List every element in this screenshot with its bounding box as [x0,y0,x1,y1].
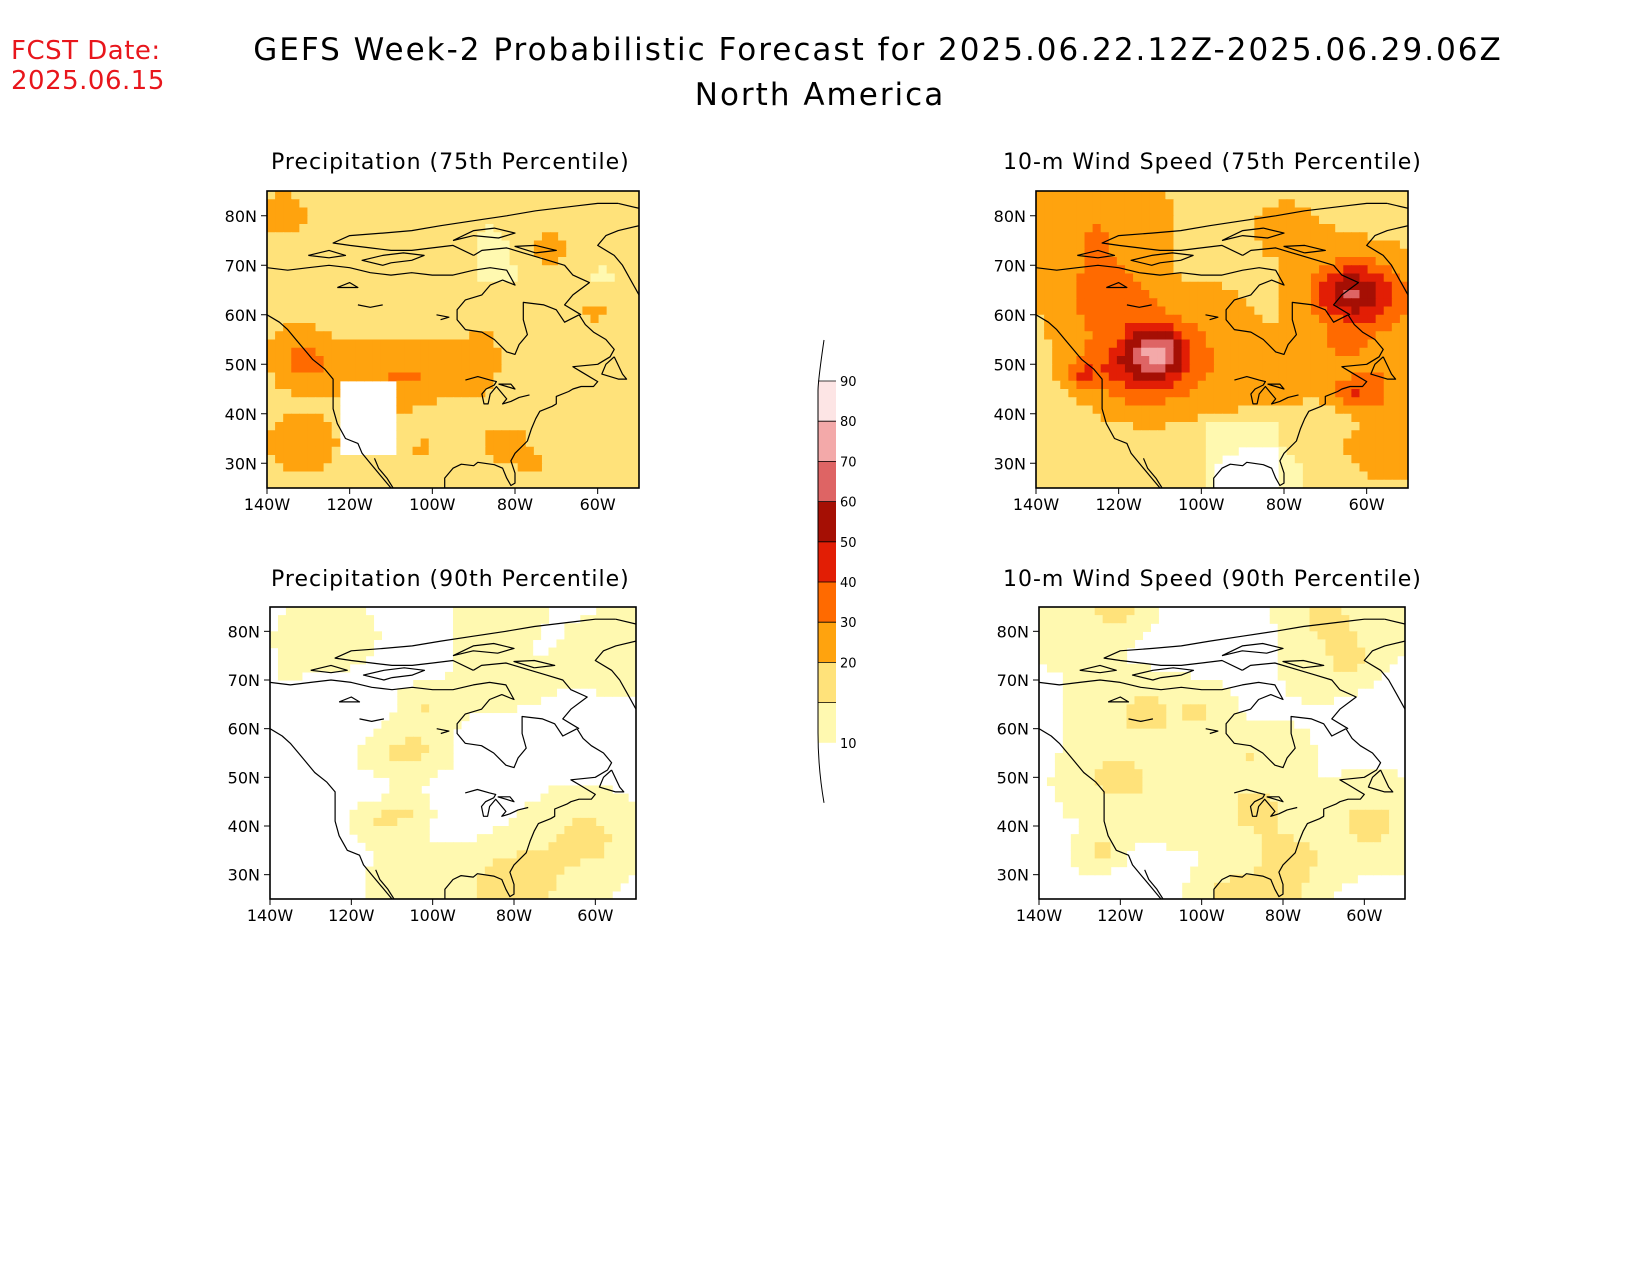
lat-label: 70N [225,256,257,275]
lat-label: 50N [994,355,1026,374]
coastlines [1036,202,1408,488]
lon-label: 140W [247,906,294,925]
coastlines [1039,618,1405,899]
lat-label: 30N [994,454,1026,473]
lon-label: 80W [1266,495,1302,514]
panel-title-precip-90: Precipitation (90th Percentile) [271,567,630,592]
colorbar-label: 60 [840,496,857,511]
lat-label: 40N [997,817,1029,836]
lat-label: 30N [228,866,260,885]
colorbar-label: 50 [840,536,857,551]
colorbar-label: 20 [840,656,857,671]
colorbar-label: 90 [840,375,857,390]
colorbar-segment-90 [818,381,836,422]
lon-label: 120W [328,906,375,925]
lon-label: 120W [1097,906,1144,925]
lon-label: 80W [1265,906,1301,925]
lat-label: 50N [225,355,257,374]
panel-title-wind-75: 10-m Wind Speed (75th Percentile) [1003,150,1422,175]
colorbar-segment-10 [818,702,836,743]
map-frame [266,190,640,489]
colorbar-segment-60 [818,501,836,542]
map-frame [1035,190,1409,489]
colorbar-segment-70 [818,461,836,502]
lat-label: 40N [994,405,1026,424]
fcst-date: 2025.06.15 [11,66,165,96]
lat-label: 40N [228,817,260,836]
lon-label: 140W [1016,906,1063,925]
panel-title-precip-75: Precipitation (75th Percentile) [271,150,630,175]
forecast-date-label: FCST Date: 2025.06.15 [11,36,165,96]
field-shading [267,191,639,488]
lat-label: 70N [997,671,1029,690]
lon-label: 60W [580,495,616,514]
colorbar-outline [817,339,825,803]
lat-label: 70N [228,671,260,690]
panel-title-wind-90: 10-m Wind Speed (90th Percentile) [1003,567,1422,592]
field-shading [1039,607,1405,899]
region-title: North America [694,77,946,113]
lat-label: 30N [225,454,257,473]
colorbar-label: 30 [840,616,857,631]
lon-label: 60W [1349,495,1385,514]
lat-label: 60N [228,720,260,739]
lon-label: 100W [1178,495,1225,514]
map-frame [269,606,637,900]
colorbar-label: 80 [840,415,857,430]
lon-label: 100W [409,495,456,514]
colorbar-label: 70 [840,455,857,470]
lon-label: 100W [409,906,456,925]
lon-label: 60W [1346,906,1382,925]
field-shading [270,607,636,899]
lon-label: 140W [244,495,291,514]
fcst-label: FCST Date: [11,36,161,66]
lon-label: 80W [496,906,532,925]
colorbar-segment-30 [818,622,836,663]
lon-label: 60W [577,906,613,925]
colorbar-label: 40 [840,576,857,591]
coastlines [270,618,636,899]
field-shading [1036,191,1408,488]
lat-label: 50N [228,768,260,787]
lat-label: 80N [225,207,257,226]
colorbar: 10 20 30 40 50 60 70 80 90 [817,339,857,803]
lat-label: 60N [994,306,1026,325]
lat-label: 40N [225,405,257,424]
lat-label: 80N [228,622,260,641]
map-panel-2: 80N 70N 60N 50N 40N 30N 140W 120W 100W 80W 60W [994,190,1409,514]
lon-label: 120W [1095,495,1142,514]
lon-label: 80W [497,495,533,514]
map-panel-1: 80N 70N 60N 50N 40N 30N 140W 120W 100W 80W 60W [225,190,640,514]
map-panel-3: 80N 70N 60N 50N 40N 30N 140W 120W 100W 80W 60W [228,606,637,925]
lat-label: 60N [225,306,257,325]
lat-label: 30N [997,866,1029,885]
colorbar-segment-50 [818,541,836,582]
colorbar-segment-20 [818,662,836,703]
lat-label: 60N [997,720,1029,739]
lon-label: 120W [326,495,373,514]
colorbar-segment-80 [818,421,836,462]
lon-label: 140W [1013,495,1060,514]
lon-label: 100W [1178,906,1225,925]
colorbar-segment-40 [818,582,836,623]
lat-label: 70N [994,256,1026,275]
main-title: GEFS Week-2 Probabilistic Forecast for 2… [253,32,1503,68]
map-panel-4: 80N 70N 60N 50N 40N 30N 140W 120W 100W 80W 60W [997,606,1406,925]
colorbar-label: 10 [840,737,857,752]
map-frame [1038,606,1406,900]
coastlines [267,202,639,488]
lat-label: 80N [994,207,1026,226]
lat-label: 50N [997,768,1029,787]
lat-label: 80N [997,622,1029,641]
